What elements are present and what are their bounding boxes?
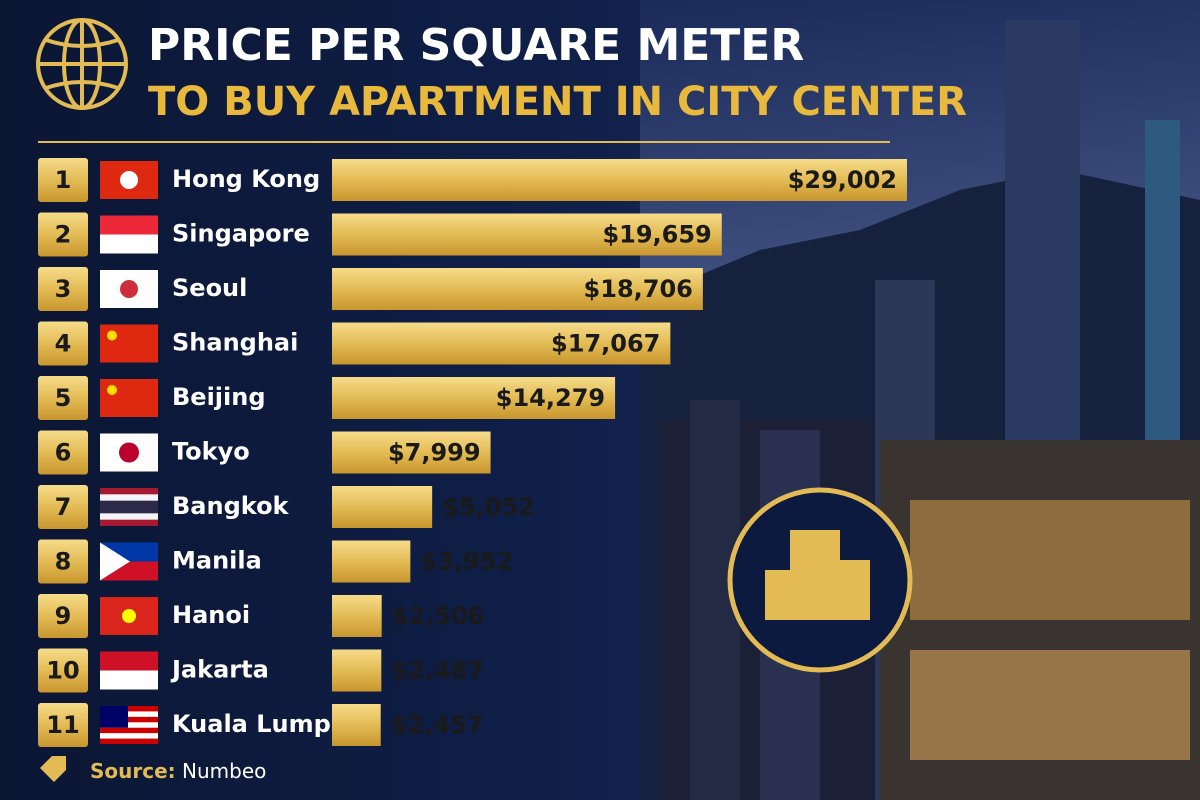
flag-emblem [120, 171, 138, 189]
category-label: Hanoi [172, 601, 250, 629]
rank-box [38, 430, 88, 475]
globe-icon [36, 18, 128, 110]
bar [332, 649, 382, 692]
rank-box [38, 376, 88, 420]
bar [332, 595, 382, 637]
bar [332, 540, 411, 583]
rank-label: 7 [55, 493, 72, 521]
chart-title: PRICE PER SQUARE METER [148, 20, 804, 71]
rank-label: 8 [55, 548, 72, 576]
value-label: $17,067 [551, 330, 660, 358]
rank-label: 5 [55, 384, 72, 412]
flag-stripe [100, 379, 158, 417]
rank-label: 2 [55, 221, 72, 249]
value-label: $2,457 [391, 711, 484, 739]
bar [332, 268, 703, 310]
flag-emblem [122, 609, 136, 623]
value-label: $2,487 [391, 657, 484, 685]
bar [332, 704, 381, 746]
flag-stripe [100, 670, 158, 690]
category-label: Kuala Lumpur [172, 710, 360, 738]
source-label: Source: Numbeo [90, 759, 266, 783]
rank-label: 3 [55, 275, 72, 303]
value-label: $19,659 [602, 221, 711, 249]
rank-label: 6 [55, 439, 72, 467]
rank-box [38, 267, 88, 311]
flag-stripe [100, 234, 158, 254]
category-label: Jakarta [170, 656, 269, 684]
rank-box [38, 648, 88, 693]
flag-emblem [107, 385, 117, 395]
flag-stripe [100, 722, 158, 728]
flag-emblem [120, 280, 138, 298]
category-label: Manila [172, 547, 262, 575]
category-label: Shanghai [172, 329, 298, 357]
rank-label: 10 [46, 657, 79, 685]
city-scene [640, 0, 1200, 800]
flag-emblem [107, 330, 117, 341]
rank-box [38, 594, 88, 638]
category-label: Beijing [172, 383, 266, 411]
bar [332, 486, 433, 528]
category-label: Bangkok [172, 492, 290, 520]
rank-label: 9 [55, 602, 72, 630]
flag-stripe [100, 324, 158, 363]
rank-box [38, 212, 88, 257]
value-label: $3,952 [420, 548, 513, 576]
value-label: $14,279 [496, 384, 605, 412]
bar [332, 213, 722, 256]
rank-box [38, 158, 88, 202]
flag-emblem [119, 442, 139, 463]
rank-box [38, 539, 88, 584]
value-label: $29,002 [788, 166, 897, 194]
rank-box [38, 703, 88, 747]
source: Source: Numbeo [40, 756, 266, 783]
source-name: Numbeo [182, 759, 266, 783]
flag-stripe [100, 215, 158, 235]
rank-box [38, 321, 88, 366]
value-label: $18,706 [584, 275, 693, 303]
category-label: Hong Kong [172, 165, 320, 193]
bars: 1 Hong Kong $29,002 2 Singapore $19,659 3 Seoul… [38, 158, 907, 747]
bar [332, 431, 491, 474]
value-label: $7,999 [388, 439, 481, 467]
chart-subtitle: TO BUY APARTMENT IN CITY CENTER [148, 79, 967, 125]
flag-stripe [100, 733, 158, 739]
rank-box [38, 485, 88, 529]
source-prefix: Source: [90, 759, 176, 783]
bar [332, 322, 671, 365]
value-label: $2,506 [392, 602, 485, 630]
category-label: Tokyo [172, 438, 250, 466]
rank-label: 11 [46, 711, 79, 739]
bar [332, 377, 616, 419]
rank-label: 1 [55, 166, 72, 194]
flag-emblem [100, 542, 130, 581]
value-label: $5,052 [442, 493, 535, 521]
bar [332, 159, 907, 201]
flag-stripe [100, 500, 158, 514]
flag-stripe [100, 651, 158, 671]
flag-emblem [100, 706, 128, 728]
rank-label: 4 [55, 330, 72, 358]
flag-stripe [100, 711, 158, 717]
category-label: Singapore [172, 220, 310, 248]
category-label: Seoul [172, 274, 247, 302]
